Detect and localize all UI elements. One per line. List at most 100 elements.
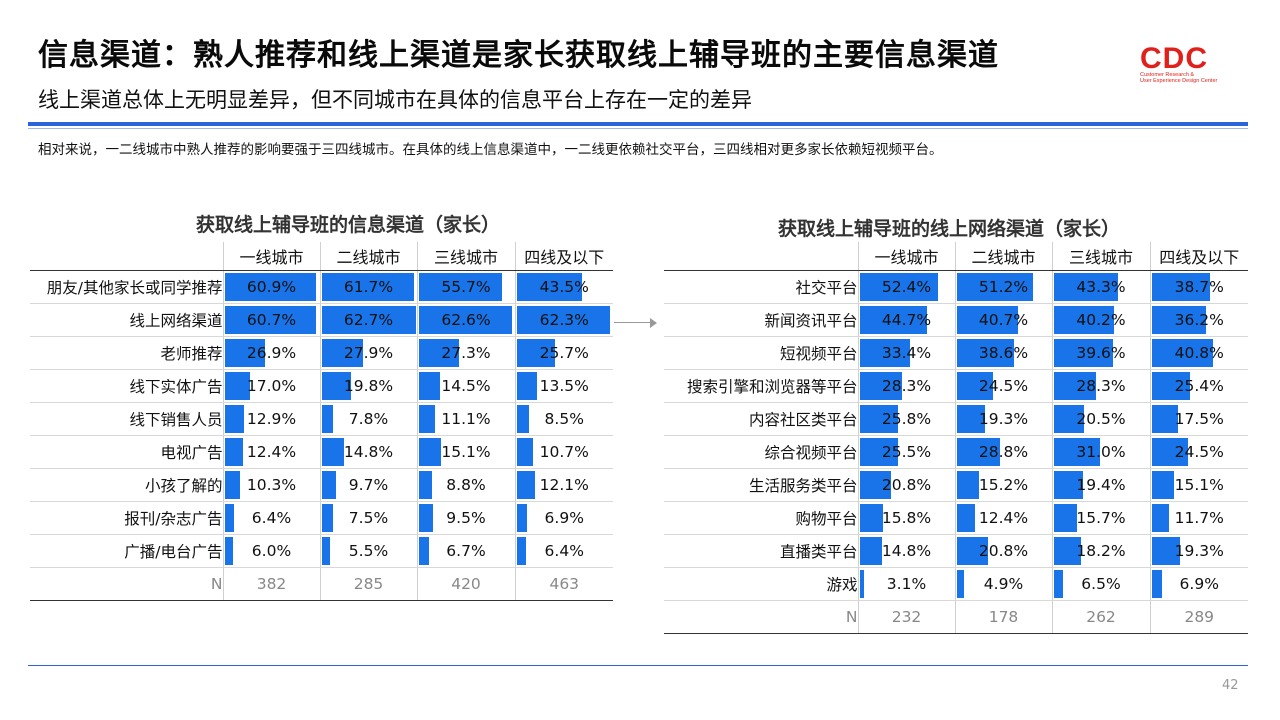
sample-size-row: N 232 178 262 289 <box>664 600 1248 634</box>
value-bar <box>956 471 980 499</box>
value-bar <box>516 339 556 367</box>
cell-value: 25.7% <box>539 344 589 362</box>
data-cell: 13.5% <box>514 369 613 403</box>
data-cell: 14.5% <box>416 369 515 403</box>
row-label: 线上网络渠道 <box>30 303 223 337</box>
n-cell: 262 <box>1051 600 1150 634</box>
cell-value: 52.4% <box>881 278 932 296</box>
data-cell: 6.9% <box>1149 567 1248 601</box>
cell-value: 39.6% <box>1076 344 1126 362</box>
value-bar <box>859 372 902 400</box>
value-bar <box>956 306 1018 334</box>
column-header: 三线城市 <box>416 242 515 271</box>
data-cell: 17.0% <box>222 369 320 403</box>
value-bar <box>1151 372 1190 400</box>
value-bar <box>418 273 502 301</box>
value-bar <box>956 339 1015 367</box>
cell-value: 6.7% <box>446 542 486 560</box>
cell-value: 6.9% <box>544 509 584 527</box>
cell-value: 15.1% <box>441 443 491 461</box>
cell-value: 15.2% <box>978 476 1029 494</box>
data-cell: 12.4% <box>222 435 320 469</box>
row-label: 报刊/杂志广告 <box>30 501 223 535</box>
value-bar <box>1053 570 1064 598</box>
n-cell: 420 <box>416 567 515 601</box>
data-cell: 24.5% <box>954 369 1052 403</box>
row-label: 广播/电台广告 <box>30 534 223 568</box>
data-cell: 7.5% <box>319 501 417 535</box>
value-bar <box>956 405 986 433</box>
logo-text-line1: Customer Research & <box>1140 72 1195 78</box>
value-bar <box>321 405 334 433</box>
cell-value: 24.5% <box>1174 443 1224 461</box>
data-cell: 38.7% <box>1149 270 1248 304</box>
row-label: 直播类平台 <box>664 534 858 568</box>
column-header: 二线城市 <box>954 242 1052 271</box>
cell-value: 62.6% <box>441 311 491 329</box>
data-cell: 10.3% <box>222 468 320 502</box>
n-label: N <box>30 567 223 601</box>
cell-value: 25.5% <box>881 443 932 461</box>
data-cell: 25.4% <box>1149 369 1248 403</box>
row-label: 社交平台 <box>664 270 858 304</box>
table-row: 社交平台 52.4% 51.2% 43.3% 38.7% <box>664 270 1248 304</box>
data-cell: 25.8% <box>857 402 955 436</box>
data-cell: 62.6% <box>416 303 515 337</box>
value-bar <box>1053 504 1078 532</box>
value-bar <box>418 537 429 565</box>
data-cell: 61.7% <box>319 270 417 304</box>
cell-value: 25.8% <box>881 410 932 428</box>
summary-note: 相对来说，一二线城市中熟人推荐的影响要强于三四线城市。在具体的线上信息渠道中，一… <box>38 142 943 158</box>
cell-value: 20.8% <box>978 542 1029 560</box>
cell-value: 6.0% <box>251 542 292 560</box>
data-cell: 43.5% <box>514 270 613 304</box>
row-label: 朋友/其他家长或同学推荐 <box>30 270 223 304</box>
data-cell: 40.2% <box>1051 303 1150 337</box>
data-cell: 15.2% <box>954 468 1052 502</box>
table-row: 朋友/其他家长或同学推荐 60.9% 61.7% 55.7% 43.5% <box>30 270 613 304</box>
cell-value: 14.5% <box>441 377 491 395</box>
page-subtitle: 线上渠道总体上无明显差异，但不同城市在具体的信息平台上存在一定的差异 <box>38 88 752 112</box>
value-bar <box>418 471 432 499</box>
row-label: 电视广告 <box>30 435 223 469</box>
cell-value: 24.5% <box>978 377 1029 395</box>
data-cell: 3.1% <box>857 567 955 601</box>
data-cell: 9.5% <box>416 501 515 535</box>
value-bar <box>1151 405 1178 433</box>
table-row: 搜索引擎和浏览器等平台 28.3% 24.5% 28.3% 25.4% <box>664 369 1248 403</box>
cell-value: 28.3% <box>881 377 932 395</box>
cell-value: 7.8% <box>348 410 389 428</box>
value-bar <box>1151 438 1189 466</box>
row-label: 生活服务类平台 <box>664 468 858 502</box>
value-bar <box>224 504 235 532</box>
cell-value: 60.7% <box>246 311 297 329</box>
data-cell: 25.7% <box>514 336 613 370</box>
right-data-table: 一线城市 二线城市 三线城市 四线及以下 社交平台 52.4% 51.2% 43.3% 38.… <box>664 242 1248 634</box>
column-header: 四线及以下 <box>1149 242 1248 271</box>
value-bar <box>1151 537 1181 565</box>
n-value: 420 <box>451 575 481 593</box>
row-label: 游戏 <box>664 567 858 601</box>
cell-value: 9.7% <box>348 476 389 494</box>
table-row: 短视频平台 33.4% 38.6% 39.6% 40.8% <box>664 336 1248 370</box>
cell-value: 36.2% <box>1174 311 1224 329</box>
cell-value: 4.9% <box>983 575 1024 593</box>
data-cell: 31.0% <box>1051 435 1150 469</box>
cdc-logo: CDC Customer Research & User Experience … <box>1140 44 1240 85</box>
value-bar <box>224 471 240 499</box>
value-bar <box>956 537 988 565</box>
header-divider-thin <box>28 128 1248 129</box>
data-cell: 6.4% <box>514 534 613 568</box>
n-value: 262 <box>1086 608 1116 626</box>
cell-value: 55.7% <box>441 278 491 296</box>
cell-value: 38.7% <box>1174 278 1224 296</box>
left-table-title: 获取线上辅导班的信息渠道（家长） <box>196 214 501 236</box>
data-cell: 60.9% <box>222 270 320 304</box>
page-title: 信息渠道：熟人推荐和线上渠道是家长获取线上辅导班的主要信息渠道 <box>38 38 999 73</box>
value-bar <box>418 306 513 334</box>
n-cell: 463 <box>514 567 613 601</box>
n-cell: 178 <box>954 600 1052 634</box>
data-cell: 15.1% <box>1149 468 1248 502</box>
value-bar <box>956 372 994 400</box>
value-bar <box>1053 471 1083 499</box>
